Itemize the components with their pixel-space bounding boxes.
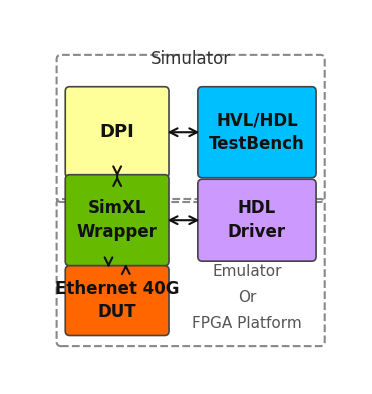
FancyBboxPatch shape — [65, 175, 169, 266]
Text: SimXL
Wrapper: SimXL Wrapper — [77, 199, 158, 241]
FancyBboxPatch shape — [65, 266, 169, 336]
Text: Ethernet 40G
DUT: Ethernet 40G DUT — [55, 280, 179, 322]
FancyBboxPatch shape — [198, 87, 316, 178]
FancyBboxPatch shape — [198, 179, 316, 261]
Text: HVL/HDL
TestBench: HVL/HDL TestBench — [209, 112, 305, 153]
Text: HDL
Driver: HDL Driver — [228, 199, 286, 241]
Text: Simulator: Simulator — [151, 50, 231, 69]
Text: Emulator
Or
FPGA Platform: Emulator Or FPGA Platform — [192, 264, 302, 331]
Text: DPI: DPI — [100, 123, 135, 141]
FancyBboxPatch shape — [65, 87, 169, 178]
